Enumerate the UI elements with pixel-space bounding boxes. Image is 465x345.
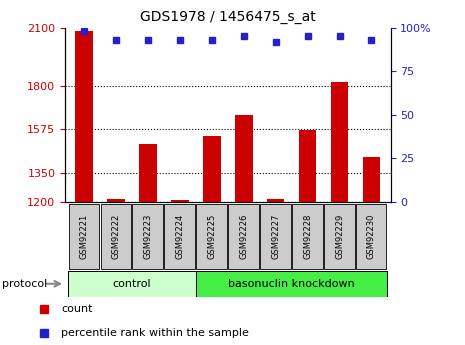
Text: GSM92226: GSM92226: [239, 214, 248, 259]
Title: GDS1978 / 1456475_s_at: GDS1978 / 1456475_s_at: [140, 10, 316, 24]
Text: GSM92223: GSM92223: [144, 214, 153, 259]
Bar: [299, 130, 316, 202]
Text: basonuclin knockdown: basonuclin knockdown: [228, 279, 355, 289]
Bar: [324, 204, 354, 269]
Text: GSM92227: GSM92227: [271, 214, 280, 259]
Bar: [267, 199, 285, 202]
Text: GSM92225: GSM92225: [207, 214, 216, 259]
Bar: [171, 200, 189, 202]
Bar: [292, 204, 323, 269]
Text: protocol: protocol: [2, 279, 47, 289]
Bar: [196, 271, 387, 297]
Bar: [260, 204, 291, 269]
Bar: [107, 199, 125, 202]
Bar: [140, 144, 157, 202]
Text: GSM92230: GSM92230: [367, 214, 376, 259]
Bar: [133, 204, 163, 269]
Text: percentile rank within the sample: percentile rank within the sample: [61, 328, 249, 338]
Bar: [68, 271, 196, 297]
Text: control: control: [113, 279, 152, 289]
Text: GSM92224: GSM92224: [175, 214, 185, 259]
Text: GSM92229: GSM92229: [335, 214, 344, 259]
Text: count: count: [61, 304, 93, 314]
Bar: [75, 31, 93, 202]
Bar: [235, 115, 252, 202]
Text: GSM92222: GSM92222: [112, 214, 120, 259]
Bar: [203, 136, 221, 202]
Bar: [228, 204, 259, 269]
Text: GSM92221: GSM92221: [80, 214, 89, 259]
Bar: [196, 204, 227, 269]
Bar: [356, 204, 386, 269]
Bar: [363, 157, 380, 202]
Text: GSM92228: GSM92228: [303, 214, 312, 259]
Bar: [69, 204, 99, 269]
Bar: [100, 204, 131, 269]
Bar: [331, 82, 348, 202]
Bar: [164, 204, 195, 269]
